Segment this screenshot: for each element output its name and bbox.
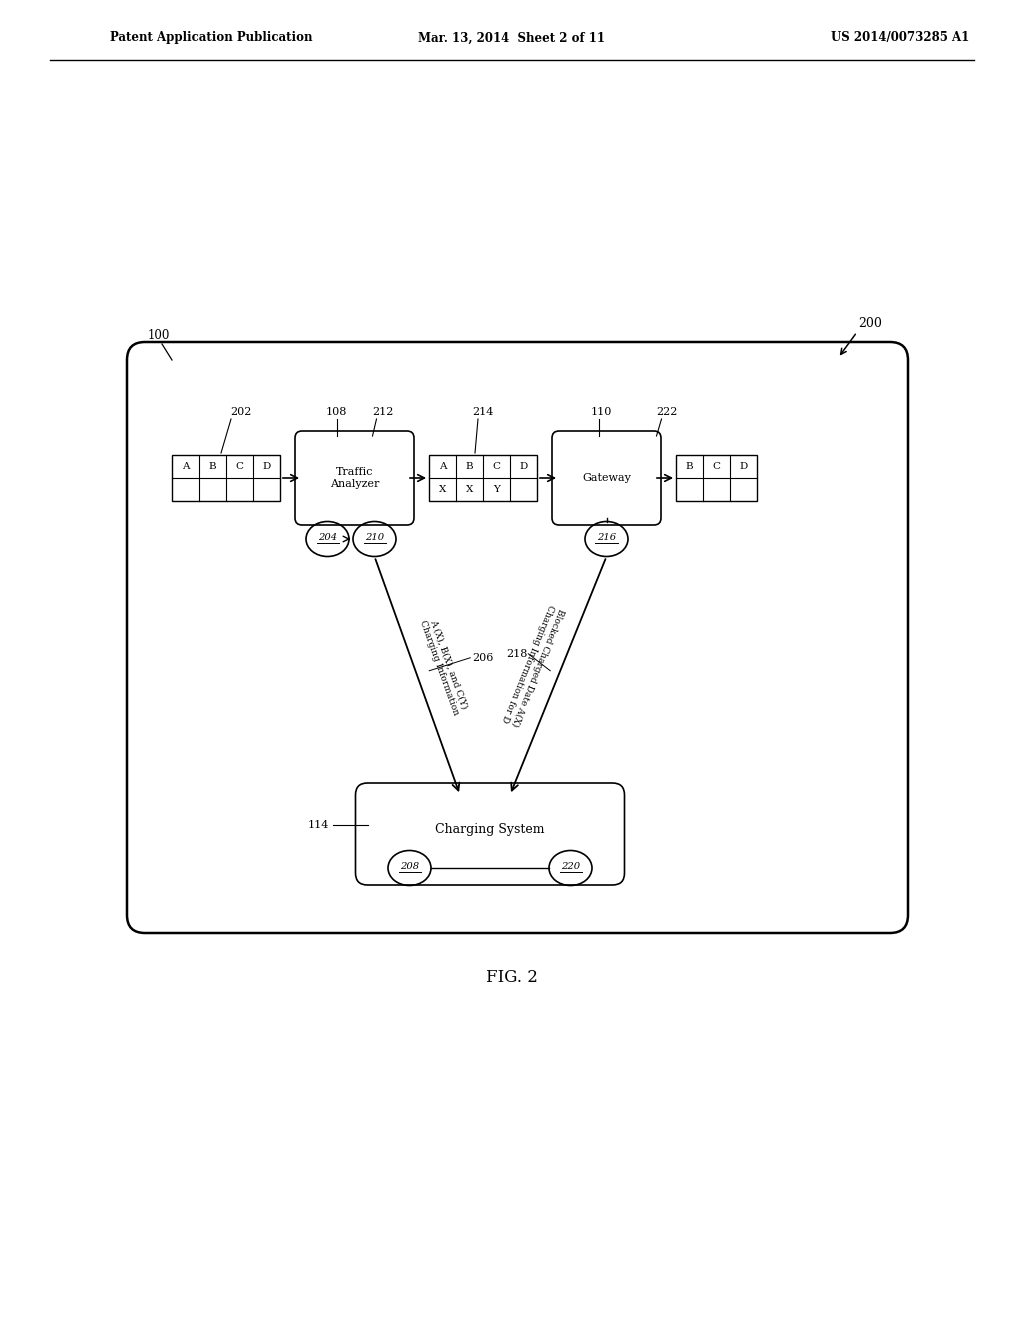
FancyBboxPatch shape bbox=[127, 342, 908, 933]
Text: 220: 220 bbox=[561, 862, 580, 871]
Text: Charging System: Charging System bbox=[435, 822, 545, 836]
Text: 108: 108 bbox=[326, 407, 347, 417]
Bar bbox=[676, 455, 757, 502]
Text: Blocked Charged Date A(X)
Charging Information for D: Blocked Charged Date A(X) Charging Infor… bbox=[500, 603, 565, 727]
Text: B: B bbox=[466, 462, 473, 471]
Text: Gateway: Gateway bbox=[582, 473, 631, 483]
Text: X: X bbox=[466, 484, 473, 494]
Text: 200: 200 bbox=[858, 317, 882, 330]
Text: 204: 204 bbox=[317, 533, 337, 543]
FancyBboxPatch shape bbox=[552, 432, 662, 525]
Text: Traffic
Analyzer: Traffic Analyzer bbox=[330, 467, 379, 488]
Text: 206: 206 bbox=[472, 653, 494, 663]
Text: 202: 202 bbox=[230, 407, 252, 417]
Text: 222: 222 bbox=[655, 407, 677, 417]
Text: X: X bbox=[439, 484, 446, 494]
Text: C: C bbox=[713, 462, 721, 471]
Text: D: D bbox=[262, 462, 270, 471]
Bar bbox=[172, 455, 280, 502]
Text: 210: 210 bbox=[365, 533, 384, 543]
Text: 212: 212 bbox=[372, 407, 393, 417]
Text: 216: 216 bbox=[597, 533, 616, 543]
Text: B: B bbox=[209, 462, 216, 471]
Bar bbox=[429, 455, 537, 502]
Text: 208: 208 bbox=[400, 862, 419, 871]
Text: FIG. 2: FIG. 2 bbox=[486, 969, 538, 986]
Text: A: A bbox=[438, 462, 446, 471]
Text: C: C bbox=[493, 462, 501, 471]
Text: 114: 114 bbox=[308, 820, 330, 830]
Text: Mar. 13, 2014  Sheet 2 of 11: Mar. 13, 2014 Sheet 2 of 11 bbox=[419, 32, 605, 45]
FancyBboxPatch shape bbox=[355, 783, 625, 884]
FancyBboxPatch shape bbox=[295, 432, 414, 525]
Text: 100: 100 bbox=[148, 329, 170, 342]
Text: Patent Application Publication: Patent Application Publication bbox=[110, 32, 312, 45]
Text: A: A bbox=[181, 462, 189, 471]
Text: D: D bbox=[519, 462, 527, 471]
Text: C: C bbox=[236, 462, 244, 471]
Text: Y: Y bbox=[494, 484, 500, 494]
Text: 214: 214 bbox=[472, 407, 494, 417]
Text: US 2014/0073285 A1: US 2014/0073285 A1 bbox=[830, 32, 969, 45]
Text: 110: 110 bbox=[591, 407, 612, 417]
Text: 218: 218 bbox=[506, 648, 527, 659]
Text: D: D bbox=[739, 462, 748, 471]
Text: B: B bbox=[686, 462, 693, 471]
Text: A (X), B(X), and C(Y)
Charging Information: A (X), B(X), and C(Y) Charging Informati… bbox=[418, 616, 470, 717]
